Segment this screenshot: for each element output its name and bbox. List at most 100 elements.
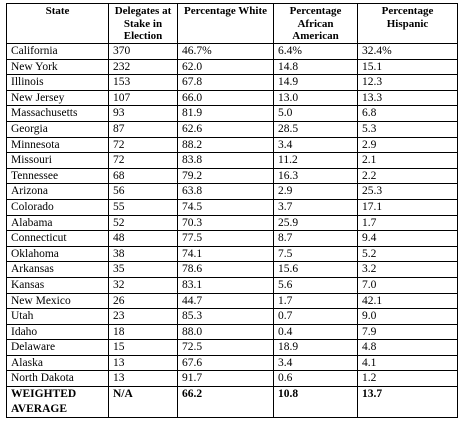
table-row: Alaska 13 67.6 3.4 4.1 [6, 354, 458, 372]
hispanic-cell: 4.1 [357, 354, 458, 372]
hispanic-cell: 17.1 [357, 198, 458, 216]
state-cell: New Jersey [6, 89, 109, 107]
delegates-cell: 72 [108, 152, 178, 169]
african-american-cell: 25.9 [273, 214, 358, 232]
white-cell: 81.9 [177, 105, 274, 122]
white-cell: 74.1 [177, 245, 274, 263]
white-cell: 83.1 [177, 276, 274, 294]
hispanic-cell: 15.1 [357, 58, 458, 76]
state-cell: Tennessee [6, 167, 109, 185]
african-american-cell: 28.5 [273, 120, 358, 138]
hispanic-cell: 1.2 [357, 370, 458, 388]
white-cell: 91.7 [177, 370, 274, 388]
table-body: California 370 46.7% 6.4% 32.4% New York 232 62… [6, 43, 458, 388]
white-cell: 62.6 [177, 120, 274, 138]
header-percentage-white: Percentage White [177, 3, 274, 44]
delegates-cell: 18 [108, 323, 178, 341]
table-row: Delaware 15 72.5 18.9 4.8 [6, 339, 458, 356]
delegates-cell: 107 [108, 89, 178, 107]
delegates-cell: 55 [108, 198, 178, 216]
state-cell: New Mexico [6, 292, 109, 310]
state-cell: North Dakota [6, 370, 109, 388]
total-hispanic-cell: 13.7 [357, 386, 458, 419]
state-cell: Alaska [6, 354, 109, 372]
white-cell: 66.0 [177, 89, 274, 107]
african-american-cell: 18.9 [273, 339, 358, 356]
weighted-average-row: WEIGHTED AVERAGE N/A 66.2 10.8 13.7 [6, 386, 458, 419]
african-american-cell: 5.6 [273, 276, 358, 294]
white-cell: 88.2 [177, 136, 274, 154]
african-american-cell: 0.7 [273, 308, 358, 325]
table-row: Minnesota 72 88.2 3.4 2.9 [6, 136, 458, 154]
hispanic-cell: 42.1 [357, 292, 458, 310]
table-row: New York 232 62.0 14.8 15.1 [6, 58, 458, 76]
african-american-cell: 5.0 [273, 105, 358, 122]
white-cell: 72.5 [177, 339, 274, 356]
hispanic-cell: 7.0 [357, 276, 458, 294]
hispanic-cell: 7.9 [357, 323, 458, 341]
white-cell: 67.8 [177, 74, 274, 91]
african-american-cell: 8.7 [273, 230, 358, 247]
hispanic-cell: 32.4% [357, 43, 458, 60]
table-row: Illinois 153 67.8 14.9 12.3 [6, 74, 458, 91]
table-row: Tennessee 68 79.2 16.3 2.2 [6, 167, 458, 185]
table-row: Connecticut 48 77.5 8.7 9.4 [6, 230, 458, 247]
african-american-cell: 3.4 [273, 136, 358, 154]
table-row: Idaho 18 88.0 0.4 7.9 [6, 323, 458, 341]
hispanic-cell: 3.2 [357, 261, 458, 278]
african-american-cell: 14.9 [273, 74, 358, 91]
african-american-cell: 11.2 [273, 152, 358, 169]
hispanic-cell: 1.7 [357, 214, 458, 232]
table-row: Kansas 32 83.1 5.6 7.0 [6, 276, 458, 294]
delegates-cell: 23 [108, 308, 178, 325]
delegates-cell: 32 [108, 276, 178, 294]
table-row: Missouri 72 83.8 11.2 2.1 [6, 152, 458, 169]
delegates-cell: 87 [108, 120, 178, 138]
hispanic-cell: 25.3 [357, 183, 458, 200]
state-cell: Kansas [6, 276, 109, 294]
delegates-cell: 26 [108, 292, 178, 310]
table-row: Utah 23 85.3 0.7 9.0 [6, 308, 458, 325]
state-cell: Missouri [6, 152, 109, 169]
african-american-cell: 3.7 [273, 198, 358, 216]
delegates-cell: 370 [108, 43, 178, 60]
hispanic-cell: 9.4 [357, 230, 458, 247]
delegates-cell: 15 [108, 339, 178, 356]
white-cell: 62.0 [177, 58, 274, 76]
table-row: Oklahoma 38 74.1 7.5 5.2 [6, 245, 458, 263]
state-cell: Utah [6, 308, 109, 325]
hispanic-cell: 12.3 [357, 74, 458, 91]
delegates-cell: 13 [108, 354, 178, 372]
white-cell: 67.6 [177, 354, 274, 372]
delegates-cell: 52 [108, 214, 178, 232]
african-american-cell: 0.4 [273, 323, 358, 341]
white-cell: 63.8 [177, 183, 274, 200]
total-african-american-cell: 10.8 [273, 386, 358, 419]
total-white-cell: 66.2 [177, 386, 274, 419]
state-cell: Arizona [6, 183, 109, 200]
table-row: Arizona 56 63.8 2.9 25.3 [6, 183, 458, 200]
state-cell: Arkansas [6, 261, 109, 278]
hispanic-cell: 5.3 [357, 120, 458, 138]
state-cell: Idaho [6, 323, 109, 341]
white-cell: 85.3 [177, 308, 274, 325]
white-cell: 70.3 [177, 214, 274, 232]
delegates-cell: 232 [108, 58, 178, 76]
white-cell: 79.2 [177, 167, 274, 185]
white-cell: 74.5 [177, 198, 274, 216]
african-american-cell: 14.8 [273, 58, 358, 76]
state-cell: Alabama [6, 214, 109, 232]
table-header: State Delegates at Stake in Election Per… [6, 3, 458, 44]
african-american-cell: 15.6 [273, 261, 358, 278]
hispanic-cell: 13.3 [357, 89, 458, 107]
hispanic-cell: 4.8 [357, 339, 458, 356]
white-cell: 83.8 [177, 152, 274, 169]
state-cell: California [6, 43, 109, 60]
african-american-cell: 2.9 [273, 183, 358, 200]
hispanic-cell: 2.1 [357, 152, 458, 169]
delegates-cell: 68 [108, 167, 178, 185]
african-american-cell: 7.5 [273, 245, 358, 263]
state-cell: Oklahoma [6, 245, 109, 263]
delegates-cell: 13 [108, 370, 178, 388]
delegates-cell: 72 [108, 136, 178, 154]
